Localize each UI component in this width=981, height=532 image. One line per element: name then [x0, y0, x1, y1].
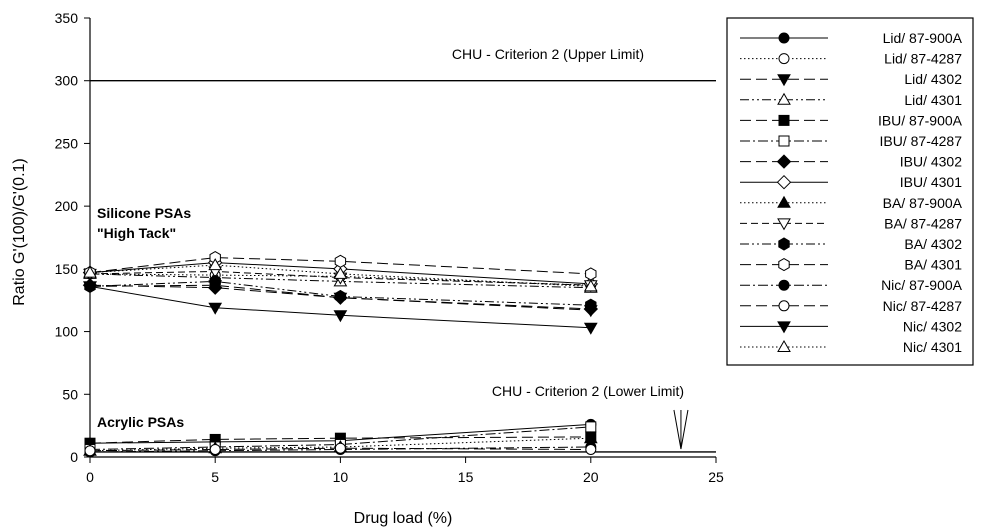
- series-line: [89, 284, 591, 311]
- x-tick-label: 25: [708, 469, 724, 485]
- legend-marker: [778, 53, 790, 65]
- series-line: [89, 264, 591, 287]
- y-tick-label: 50: [62, 386, 78, 402]
- data-point: [334, 254, 347, 268]
- series-line: [89, 285, 591, 329]
- legend-label: Lid/ 4301: [904, 92, 962, 108]
- y-tick-label: 250: [55, 135, 79, 151]
- legend-marker: [778, 258, 790, 272]
- x-tick-label: 10: [333, 469, 349, 485]
- legend-marker: [776, 154, 792, 169]
- legend-marker: [777, 218, 791, 231]
- annotation: "High Tack": [97, 225, 176, 241]
- legend-marker: [778, 300, 790, 312]
- legend-label: IBU/ 4302: [900, 154, 962, 170]
- series-line: [89, 447, 591, 452]
- series-line: [89, 280, 591, 306]
- legend-label: Nic/ 4301: [903, 339, 962, 355]
- series-line: [89, 273, 591, 289]
- series-line: [89, 426, 591, 450]
- legend-label: Nic/ 87-900A: [881, 277, 963, 293]
- data-point: [83, 281, 97, 294]
- legend-label: BA/ 4302: [904, 236, 962, 252]
- legend: Lid/ 87-900A Lid/ 87-4287 Lid/ 4302 Lid/ 43…: [726, 17, 974, 366]
- y-tick-label: 350: [55, 10, 79, 26]
- legend-marker: [778, 135, 790, 147]
- x-tick-label: 20: [583, 469, 599, 485]
- y-tick-label: 300: [55, 73, 79, 89]
- legend-marker: [778, 279, 790, 291]
- data-point: [333, 310, 348, 323]
- legend-marker: [778, 237, 790, 251]
- data-point: [334, 442, 346, 454]
- x-tick-label: 15: [458, 469, 474, 485]
- annotation: Acrylic PSAs: [97, 414, 184, 430]
- annotation: Silicone PSAs: [97, 205, 191, 221]
- series-line: [89, 436, 591, 444]
- data-point: [209, 443, 221, 455]
- legend-marker: [777, 92, 791, 105]
- legend-label: Nic/ 4302: [903, 318, 962, 334]
- data-point: [585, 443, 597, 455]
- legend-marker: [776, 174, 792, 190]
- data-point: [583, 279, 598, 292]
- legend-marker: [777, 339, 791, 352]
- y-tick-label: 200: [55, 198, 79, 214]
- data-point: [583, 322, 598, 335]
- legend-label: IBU/ 4301: [900, 174, 962, 190]
- legend-label: Lid/ 4302: [904, 71, 962, 87]
- legend-box: [726, 17, 974, 366]
- legend-label: BA/ 87-900A: [883, 195, 963, 211]
- y-tick-label: 150: [55, 261, 79, 277]
- data-point: [209, 274, 221, 288]
- data-point: [208, 258, 223, 271]
- lower-limit-label: CHU - Criterion 2 (Lower Limit): [492, 383, 684, 399]
- legend-label: IBU/ 87-900A: [878, 112, 963, 128]
- series-line: [89, 257, 591, 275]
- x-tick-label: 0: [86, 469, 94, 485]
- y-tick-label: 0: [70, 449, 78, 465]
- legend-label: BA/ 87-4287: [884, 215, 962, 231]
- y-tick-label: 100: [55, 324, 79, 340]
- series-line: [89, 284, 591, 310]
- legend-label: Lid/ 87-900A: [883, 30, 963, 46]
- data-point: [84, 445, 96, 457]
- data-point: [334, 289, 347, 304]
- legend-label: BA/ 4301: [904, 257, 962, 273]
- data-point: [83, 265, 97, 278]
- series-markers: [82, 251, 599, 458]
- legend-marker: [778, 114, 790, 126]
- legend-marker: [777, 321, 791, 334]
- data-point: [333, 266, 348, 279]
- data-point: [208, 302, 223, 315]
- series-line: [89, 270, 591, 286]
- series-line: [89, 423, 591, 444]
- plot-area: 0 50 100 150 200 250 300 350 0 5 10 15 20 25 CHU - Cri…: [55, 10, 724, 485]
- y-axis-label: Ratio G'(100)/G'(0.1): [11, 158, 28, 306]
- legend-marker: [777, 74, 791, 87]
- series-lines: [89, 257, 591, 453]
- upper-limit-label: CHU - Criterion 2 (Upper Limit): [452, 46, 644, 62]
- series-line: [89, 446, 591, 453]
- data-point: [585, 267, 597, 281]
- legend-marker: [778, 32, 790, 44]
- legend-label: Nic/ 87-4287: [883, 298, 963, 314]
- legend-marker: [777, 195, 791, 208]
- data-point: [585, 421, 597, 433]
- data-point: [585, 298, 597, 312]
- x-tick-label: 5: [211, 469, 219, 485]
- x-axis-label: Drug load (%): [354, 510, 453, 527]
- series-line: [89, 262, 591, 285]
- legend-label: Lid/ 87-4287: [884, 51, 962, 67]
- legend-label: IBU/ 87-4287: [880, 133, 963, 149]
